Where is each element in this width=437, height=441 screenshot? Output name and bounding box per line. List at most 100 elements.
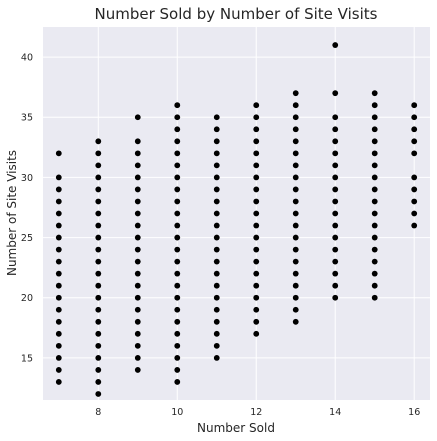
data-point [55,222,62,229]
data-point [174,318,181,325]
data-point [332,114,339,121]
data-point [371,234,378,241]
data-point [292,210,299,217]
data-point [332,294,339,301]
data-point [292,234,299,241]
data-point [292,306,299,313]
data-point [174,210,181,217]
data-point [253,138,260,145]
data-point [332,282,339,289]
data-point [55,379,62,385]
data-point [134,162,141,169]
data-point [253,162,260,169]
data-point [332,246,339,253]
data-point [134,114,141,121]
data-point [134,138,141,145]
data-point [371,282,378,289]
data-point [213,246,220,253]
data-point [213,114,220,121]
data-point [332,198,339,205]
data-point [95,258,102,265]
data-point [174,306,181,313]
data-point [253,318,260,325]
data-point [95,222,102,229]
x-axis-label: Number Sold [197,421,275,435]
data-point [371,162,378,169]
data-point [371,150,378,157]
data-point [213,270,220,277]
data-point [292,222,299,229]
y-axis-label: Number of Site Visits [5,150,19,276]
x-tick-label: 8 [95,407,101,418]
data-point [95,306,102,313]
data-point [174,138,181,145]
data-point [371,114,378,121]
data-point [253,150,260,157]
data-point [292,114,299,121]
data-point [213,258,220,265]
data-point [253,330,260,337]
x-tick-label: 16 [408,407,420,418]
data-point [55,270,62,277]
data-point [134,186,141,193]
data-point [253,222,260,229]
y-tick-label: 30 [21,173,33,184]
data-point [253,102,260,109]
data-point [411,138,418,145]
data-point [213,294,220,301]
data-point [371,294,378,301]
data-point [55,342,62,349]
data-point [371,102,378,109]
data-point [253,258,260,265]
data-point [332,270,339,277]
data-point [134,306,141,313]
data-point [213,138,220,145]
data-point [411,150,418,157]
data-point [95,391,102,397]
data-point [332,150,339,157]
data-point [174,354,181,361]
chart-title: Number Sold by Number of Site Visits [95,5,378,23]
data-point [95,234,102,241]
data-point [213,234,220,241]
data-point [411,102,418,109]
data-point [411,186,418,193]
data-point [292,138,299,145]
data-point [253,210,260,217]
data-point [411,126,418,133]
data-point [174,198,181,205]
data-point [411,114,418,121]
data-point [174,174,181,181]
data-point [174,246,181,253]
data-point [174,222,181,229]
data-point [134,342,141,349]
data-point [55,318,62,325]
x-tick-label: 10 [171,407,183,418]
data-point [332,162,339,169]
data-point [95,367,102,373]
data-point [292,186,299,193]
data-point [95,174,102,181]
data-point [292,174,299,181]
y-tick-labels: 15 20 25 30 35 40 [21,53,33,365]
data-point [371,210,378,217]
data-point [134,234,141,241]
data-point [95,330,102,337]
data-point [292,270,299,277]
data-point [95,138,102,145]
data-point [213,198,220,205]
data-point [55,150,62,157]
data-point [292,198,299,205]
data-point [332,126,339,133]
data-point [213,210,220,217]
data-point [371,126,378,133]
data-point [174,342,181,349]
data-point [371,246,378,253]
data-point [411,174,418,181]
data-point [174,270,181,277]
data-point [253,114,260,121]
y-tick-label: 40 [21,53,33,64]
data-point [371,258,378,265]
data-point [95,162,102,169]
data-point [174,258,181,265]
